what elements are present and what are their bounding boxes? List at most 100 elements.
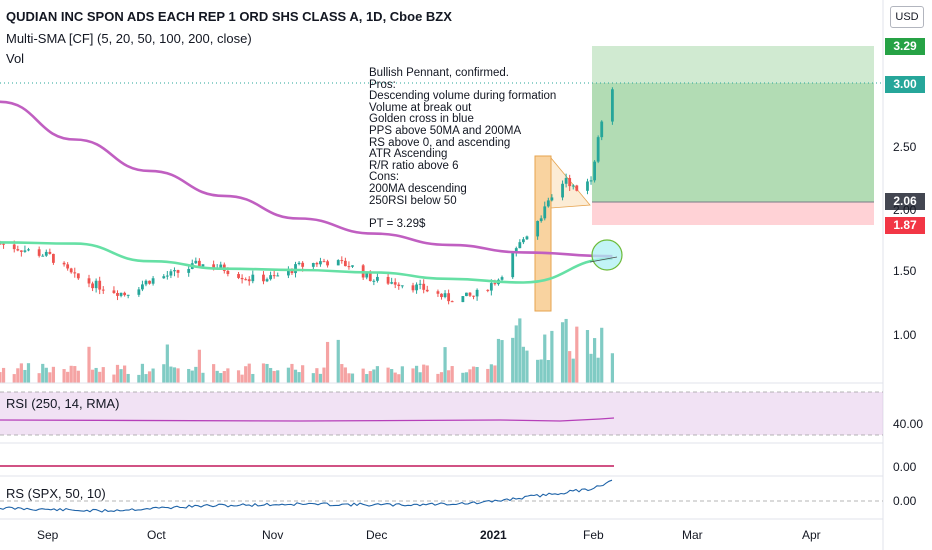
rsi-tick: 40.00 [893, 417, 924, 431]
volume-bar [101, 367, 105, 383]
candle-body [237, 274, 240, 278]
volume-bar [539, 359, 543, 383]
note-line: Cons: [369, 171, 400, 184]
volume-bar [201, 372, 205, 383]
candle-body [123, 292, 127, 296]
candle-body [393, 282, 397, 285]
volume-bar [315, 368, 319, 383]
candle-body [286, 268, 290, 276]
volume-bar [568, 351, 572, 383]
volume-bar [436, 373, 440, 383]
volume-bar [343, 367, 347, 383]
volume-bar [397, 374, 401, 383]
candle-body [62, 262, 66, 265]
volume-bar [322, 367, 326, 383]
volume-bar [98, 371, 102, 383]
volume-bar [496, 338, 501, 383]
stop-zone [592, 202, 874, 225]
volume-bar [144, 374, 148, 383]
volume-bar [368, 371, 372, 383]
volume-bar [94, 367, 98, 383]
volume-bar [347, 373, 351, 383]
rs-line [0, 479, 613, 513]
candle-body [586, 181, 589, 191]
volume-bar [464, 372, 469, 383]
volume-bar [571, 358, 575, 383]
candle-body [550, 197, 554, 201]
candle-body [187, 268, 191, 273]
candle-body [571, 185, 575, 187]
candle-body [500, 277, 504, 280]
volume-bar [543, 334, 547, 383]
candle-body [126, 294, 130, 296]
candle-body [468, 292, 472, 296]
candle-body [16, 249, 20, 251]
candle-body [525, 236, 529, 240]
candle-body [12, 244, 16, 250]
candle-body [425, 289, 429, 292]
volume-bar [390, 369, 394, 383]
volume-bar [215, 370, 219, 383]
candle-body [73, 272, 77, 274]
pennant-box [534, 155, 552, 312]
price-tick-1.50: 1.50 [893, 264, 917, 278]
candle-body [486, 289, 490, 291]
volume-bar [112, 374, 116, 383]
candle-body [141, 284, 144, 290]
volume-bar [518, 318, 522, 383]
candle-body [269, 275, 272, 280]
rs-pane-label[interactable]: RS (SPX, 50, 10) [6, 486, 106, 501]
volume-bar [546, 360, 550, 383]
volume-bar [1, 367, 6, 383]
volume-bar [301, 365, 305, 383]
note-line: Volume at break out [369, 101, 472, 114]
candle-body [351, 265, 354, 267]
candle-body [176, 270, 180, 273]
note-line: 250RSI below 50 [369, 194, 457, 207]
candle-body [390, 282, 394, 284]
candle-body [593, 161, 597, 181]
candle-body [297, 262, 301, 265]
volume-bar [600, 327, 604, 383]
volume-bar [212, 364, 216, 383]
candle-body [450, 301, 454, 303]
price-tick-2.50: 2.50 [893, 140, 917, 154]
volume-bar [471, 366, 476, 383]
sma-indicator-label[interactable]: Multi-SMA [CF] (5, 20, 50, 100, 200, clo… [6, 31, 252, 46]
volume-bar [593, 338, 597, 383]
volume-bar [222, 371, 226, 383]
candle-body [27, 249, 30, 251]
candle-body [340, 260, 344, 262]
volume-bar [361, 368, 365, 383]
candle-body [262, 274, 265, 282]
volume-bar [26, 363, 31, 383]
volume-bar [272, 370, 276, 383]
candle-body [600, 121, 604, 138]
candle-body [240, 277, 244, 280]
volume-bar [187, 368, 191, 383]
volume-bar [265, 363, 269, 383]
volume-bar [425, 365, 429, 383]
volume-bar [73, 366, 77, 383]
volume-bar [386, 367, 390, 383]
currency-button[interactable]: USD [890, 6, 924, 28]
candle-body [372, 280, 376, 282]
candle-body [489, 283, 493, 291]
candle-body [151, 278, 155, 284]
volume-bar [197, 349, 201, 383]
volume-bar [251, 373, 255, 383]
time-tick-dec: Dec [366, 528, 388, 542]
volume-bar [176, 368, 180, 383]
volume-bar [372, 369, 376, 383]
volume-bar [165, 344, 169, 383]
rsi-pane-label[interactable]: RSI (250, 14, RMA) [6, 396, 120, 411]
volume-bar [41, 363, 45, 383]
candle-body [493, 283, 497, 285]
volume-bar [290, 363, 294, 383]
candle-body [251, 274, 255, 282]
volume-indicator-label[interactable]: Vol [6, 51, 25, 66]
target-price-badge: 3.29 [885, 38, 925, 55]
rs-tick: 0.00 [893, 494, 917, 508]
volume-bar [151, 368, 155, 383]
candle-body [461, 296, 465, 303]
